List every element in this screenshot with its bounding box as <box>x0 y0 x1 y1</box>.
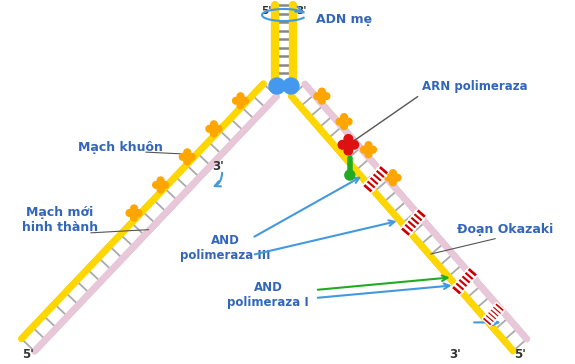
Text: 3': 3' <box>449 348 461 360</box>
Circle shape <box>212 126 216 131</box>
Circle shape <box>135 210 142 216</box>
Circle shape <box>215 126 222 132</box>
FancyBboxPatch shape <box>482 302 505 326</box>
Circle shape <box>341 123 347 130</box>
Circle shape <box>132 210 136 215</box>
Text: AND
polimeraza III: AND polimeraza III <box>180 234 270 262</box>
Circle shape <box>189 154 195 160</box>
Text: 5': 5' <box>262 6 272 16</box>
Circle shape <box>319 88 325 95</box>
Circle shape <box>184 149 190 156</box>
Circle shape <box>158 186 164 193</box>
Circle shape <box>269 78 285 94</box>
Circle shape <box>320 94 324 99</box>
Circle shape <box>131 214 137 221</box>
Text: 3': 3' <box>296 6 306 16</box>
FancyBboxPatch shape <box>362 165 389 193</box>
Text: AND
polimeraza I: AND polimeraza I <box>227 281 309 309</box>
Text: Mạch mới
hinh thành: Mạch mới hinh thành <box>22 206 98 234</box>
Circle shape <box>238 98 243 103</box>
Circle shape <box>390 175 396 180</box>
Text: Mạch khuôn: Mạch khuôn <box>78 142 163 154</box>
Text: 3': 3' <box>212 159 224 173</box>
Circle shape <box>365 142 372 149</box>
Circle shape <box>345 142 351 148</box>
Circle shape <box>341 114 347 120</box>
Circle shape <box>185 154 190 159</box>
Circle shape <box>366 147 371 152</box>
Circle shape <box>342 119 347 124</box>
Text: ARN polimeraza: ARN polimeraza <box>422 80 528 93</box>
Text: 5': 5' <box>22 348 34 360</box>
Circle shape <box>389 179 396 186</box>
Circle shape <box>350 141 359 149</box>
Circle shape <box>158 182 163 187</box>
Circle shape <box>370 146 377 153</box>
Circle shape <box>210 130 217 137</box>
Circle shape <box>365 151 372 158</box>
Circle shape <box>283 78 299 94</box>
Circle shape <box>345 170 355 180</box>
Circle shape <box>344 146 352 155</box>
Circle shape <box>385 174 392 181</box>
Circle shape <box>179 154 186 160</box>
Circle shape <box>242 98 248 104</box>
FancyBboxPatch shape <box>400 209 427 237</box>
Circle shape <box>131 205 137 212</box>
Circle shape <box>336 118 343 125</box>
Circle shape <box>389 170 396 177</box>
FancyBboxPatch shape <box>451 267 478 296</box>
Circle shape <box>344 135 352 143</box>
Circle shape <box>210 121 217 128</box>
Circle shape <box>338 141 347 149</box>
Text: 5': 5' <box>514 348 526 360</box>
Circle shape <box>314 93 321 99</box>
Circle shape <box>323 93 330 99</box>
Circle shape <box>394 174 401 181</box>
Circle shape <box>361 146 367 153</box>
Circle shape <box>345 118 352 125</box>
Circle shape <box>237 93 244 100</box>
Circle shape <box>162 182 168 188</box>
Text: ADN mẹ: ADN mẹ <box>316 12 372 25</box>
Circle shape <box>232 98 239 104</box>
Circle shape <box>206 126 213 132</box>
Circle shape <box>126 210 133 216</box>
Circle shape <box>158 177 164 184</box>
Circle shape <box>153 182 159 188</box>
Circle shape <box>184 158 190 165</box>
Circle shape <box>319 97 325 104</box>
Circle shape <box>237 102 244 109</box>
Text: Đoạn Okazaki: Đoạn Okazaki <box>457 223 553 237</box>
